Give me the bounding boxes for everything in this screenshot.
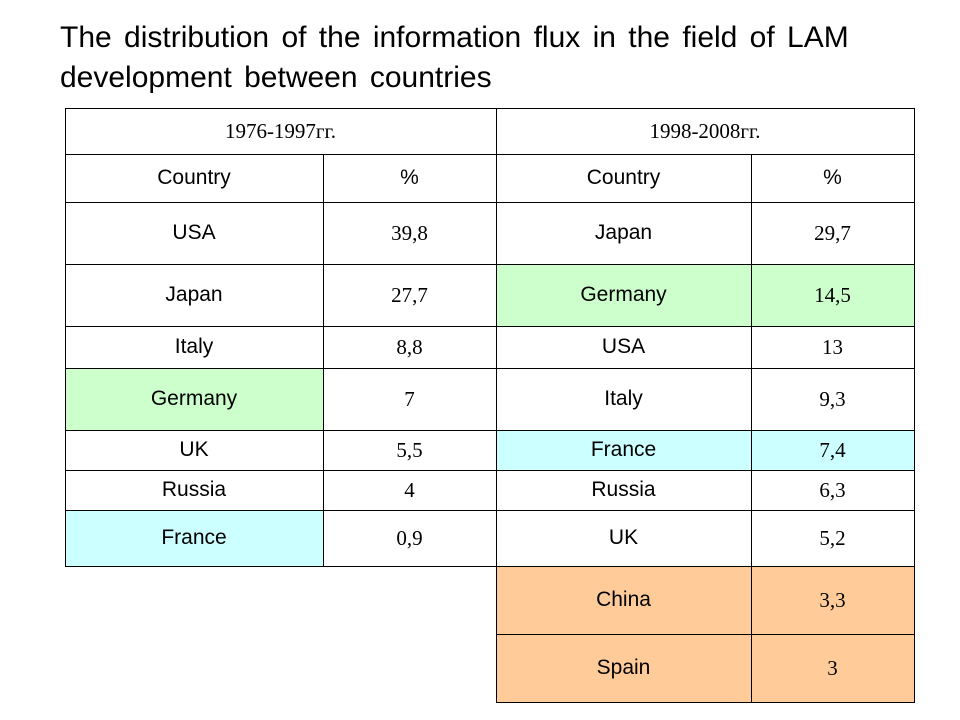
country-cell: Spain bbox=[496, 634, 751, 702]
grid-line-vertical bbox=[65, 108, 66, 566]
percent-cell: 3,3 bbox=[751, 566, 914, 634]
percent-cell: 7 bbox=[404, 386, 415, 411]
grid-line-horizontal bbox=[65, 202, 915, 203]
grid-line-horizontal bbox=[65, 566, 915, 567]
column-header-country-2: Country bbox=[586, 166, 661, 189]
percent-cell: 3 bbox=[751, 634, 914, 702]
country-cell: Germany bbox=[65, 368, 323, 430]
column-header-percent-1: % bbox=[400, 166, 419, 189]
country-cell: France bbox=[496, 430, 751, 470]
grid-line-horizontal bbox=[65, 264, 915, 265]
period-header-1976-1997: 1976-1997гг. bbox=[224, 118, 337, 143]
column-header-percent-2: % bbox=[823, 166, 842, 189]
grid-line-vertical bbox=[914, 108, 915, 703]
grid-line-vertical bbox=[323, 154, 324, 566]
country-cell: Japan bbox=[594, 221, 653, 244]
grid-line-horizontal bbox=[65, 326, 915, 327]
period-header-1998-2008: 1998-2008гг. bbox=[649, 118, 761, 143]
percent-cell: 29,7 bbox=[814, 220, 851, 245]
grid-line-vertical bbox=[751, 154, 752, 702]
percent-cell: 13 bbox=[822, 334, 843, 359]
slide-title: The distribution of the information flux… bbox=[60, 21, 849, 94]
country-cell: Italy bbox=[604, 387, 643, 410]
grid-line-horizontal bbox=[65, 108, 915, 109]
grid-line-vertical bbox=[496, 108, 497, 702]
country-cell: Germany bbox=[496, 264, 751, 326]
country-cell: Italy bbox=[174, 335, 214, 358]
grid-line-horizontal bbox=[65, 510, 915, 511]
percent-cell: 4 bbox=[404, 477, 415, 502]
country-cell: Russia bbox=[591, 478, 656, 501]
country-cell: France bbox=[65, 510, 323, 566]
percent-cell: 39,8 bbox=[391, 220, 428, 245]
percent-cell: 5,5 bbox=[396, 437, 423, 462]
grid-line-horizontal bbox=[496, 702, 915, 703]
country-cell: Japan bbox=[165, 283, 223, 306]
grid-line-horizontal bbox=[496, 634, 915, 635]
country-cell: China bbox=[496, 566, 751, 634]
percent-cell: 27,7 bbox=[391, 282, 428, 307]
country-cell: UK bbox=[608, 526, 639, 549]
column-header-country-1: Country bbox=[157, 166, 231, 189]
country-cell: USA bbox=[601, 335, 646, 358]
percent-cell: 0,9 bbox=[396, 525, 423, 550]
grid-line-horizontal bbox=[65, 430, 915, 431]
percent-cell: 8,8 bbox=[396, 334, 423, 359]
percent-cell: 7,4 bbox=[751, 430, 914, 470]
percent-cell: 9,3 bbox=[819, 386, 846, 411]
percent-cell: 14,5 bbox=[751, 264, 914, 326]
grid-line-horizontal bbox=[65, 368, 915, 369]
country-cell: USA bbox=[172, 221, 216, 244]
percent-cell: 5,2 bbox=[819, 525, 846, 550]
country-cell: UK bbox=[179, 438, 209, 461]
grid-line-horizontal bbox=[65, 154, 915, 155]
country-cell: Russia bbox=[161, 478, 227, 501]
grid-line-horizontal bbox=[65, 470, 915, 471]
percent-cell: 6,3 bbox=[819, 477, 846, 502]
